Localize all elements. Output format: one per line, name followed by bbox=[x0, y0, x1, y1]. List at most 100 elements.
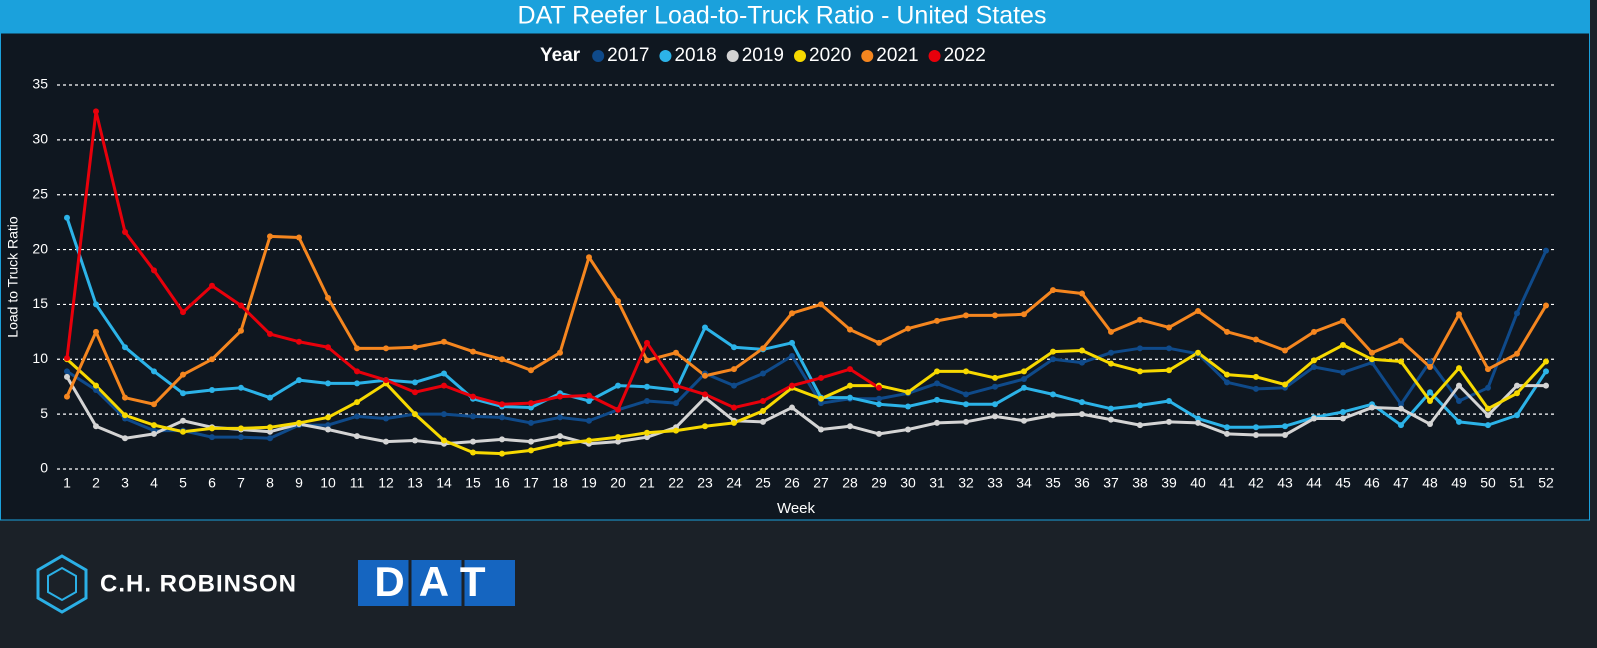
chart-title: DAT Reefer Load-to-Truck Ratio - United … bbox=[518, 2, 1047, 30]
data-point bbox=[1050, 287, 1056, 294]
logo-text: C.H. ROBINSON bbox=[100, 570, 297, 597]
y-tick-label: 25 bbox=[32, 185, 48, 201]
data-point bbox=[1137, 316, 1143, 323]
data-point bbox=[354, 399, 360, 406]
data-point bbox=[1340, 342, 1346, 349]
data-point bbox=[180, 428, 186, 435]
legend-label: 2019 bbox=[742, 45, 784, 66]
data-point bbox=[93, 328, 99, 335]
data-point bbox=[528, 400, 534, 407]
x-tick-label: 31 bbox=[929, 475, 945, 491]
legend-marker bbox=[928, 50, 941, 62]
data-point bbox=[934, 419, 940, 426]
data-point bbox=[267, 428, 273, 435]
x-tick-label: 14 bbox=[436, 475, 452, 491]
x-tick-label: 37 bbox=[1103, 475, 1119, 491]
data-point bbox=[644, 429, 650, 436]
legend-marker bbox=[726, 50, 739, 62]
legend-label: 2020 bbox=[809, 45, 851, 66]
data-point bbox=[818, 301, 824, 308]
data-point bbox=[151, 422, 157, 429]
logo-icon-inner bbox=[47, 566, 77, 602]
data-point bbox=[325, 294, 331, 301]
x-tick-label: 16 bbox=[494, 475, 510, 491]
data-point bbox=[731, 382, 737, 389]
data-point bbox=[93, 382, 99, 389]
data-point bbox=[1253, 424, 1259, 431]
data-point bbox=[992, 401, 998, 408]
chart-panel bbox=[0, 32, 1590, 521]
series-line bbox=[65, 343, 1548, 456]
data-point bbox=[963, 368, 969, 375]
data-point bbox=[122, 344, 128, 351]
x-tick-label: 25 bbox=[755, 475, 771, 491]
x-tick-label: 32 bbox=[958, 475, 974, 491]
data-point bbox=[847, 326, 853, 333]
data-point bbox=[934, 396, 940, 403]
data-point bbox=[528, 367, 534, 374]
data-point bbox=[470, 393, 476, 400]
data-point bbox=[267, 331, 273, 338]
x-tick-label: 7 bbox=[237, 475, 245, 491]
data-point bbox=[760, 370, 766, 377]
data-point bbox=[383, 438, 389, 445]
y-tick-label: 30 bbox=[32, 131, 48, 147]
data-point bbox=[644, 383, 650, 390]
data-point bbox=[934, 317, 940, 324]
data-point bbox=[383, 377, 389, 384]
data-point bbox=[1427, 363, 1433, 370]
data-point bbox=[64, 368, 70, 375]
data-point bbox=[1311, 363, 1317, 370]
x-tick-label: 22 bbox=[668, 475, 684, 491]
x-tick-label: 30 bbox=[900, 475, 916, 491]
x-tick-label: 27 bbox=[813, 475, 829, 491]
data-point bbox=[1340, 317, 1346, 324]
data-point bbox=[267, 424, 273, 431]
x-tick-label: 20 bbox=[610, 475, 626, 491]
data-point bbox=[354, 368, 360, 375]
data-point bbox=[122, 229, 128, 236]
data-point bbox=[267, 394, 273, 401]
data-point bbox=[1398, 337, 1404, 344]
data-point bbox=[876, 430, 882, 437]
data-point bbox=[180, 390, 186, 397]
dat-logo-text: DAT bbox=[374, 558, 499, 605]
x-tick-label: 38 bbox=[1132, 475, 1148, 491]
data-point bbox=[1398, 358, 1404, 365]
data-point bbox=[470, 348, 476, 355]
data-point bbox=[905, 325, 911, 332]
data-point bbox=[963, 312, 969, 319]
data-point bbox=[267, 435, 273, 442]
data-point bbox=[992, 383, 998, 390]
data-point bbox=[586, 397, 592, 404]
data-point bbox=[876, 384, 882, 391]
x-tick-label: 23 bbox=[697, 475, 713, 491]
data-point bbox=[1224, 371, 1230, 378]
data-point bbox=[1398, 405, 1404, 412]
x-tick-label: 26 bbox=[784, 475, 800, 491]
data-point bbox=[64, 214, 70, 221]
data-point bbox=[296, 377, 302, 384]
data-point bbox=[499, 450, 505, 457]
data-point bbox=[789, 310, 795, 317]
data-point bbox=[1079, 347, 1085, 354]
x-tick-label: 5 bbox=[179, 475, 187, 491]
series-line bbox=[65, 376, 1546, 446]
data-point bbox=[1224, 430, 1230, 437]
data-point bbox=[383, 345, 389, 352]
x-tick-label: 50 bbox=[1480, 475, 1496, 491]
data-point bbox=[1398, 401, 1404, 408]
x-tick-label: 21 bbox=[639, 475, 655, 491]
data-point bbox=[1137, 402, 1143, 409]
data-point bbox=[1108, 349, 1114, 356]
data-point bbox=[1253, 385, 1259, 392]
data-point bbox=[412, 411, 418, 418]
data-point bbox=[441, 338, 447, 345]
data-point bbox=[1514, 412, 1520, 419]
data-point bbox=[702, 324, 708, 331]
legend-marker bbox=[659, 50, 672, 62]
data-point bbox=[122, 435, 128, 442]
data-point bbox=[905, 403, 911, 410]
data-point bbox=[470, 438, 476, 445]
data-point bbox=[1311, 328, 1317, 335]
